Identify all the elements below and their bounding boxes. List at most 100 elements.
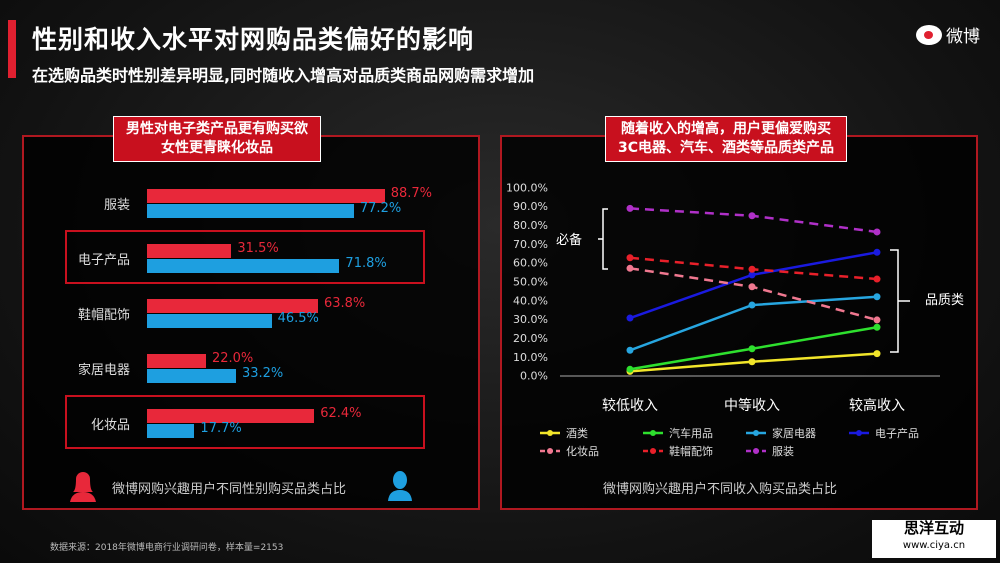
page-title: 性别和收入水平对网购品类偏好的影响 [32,25,475,54]
x-tick-label: 中等收入 [724,397,780,414]
bar-male [147,424,195,438]
y-tick-label: 0.0% [520,370,548,383]
data-point [873,293,881,301]
bar-value-label: 71.8% [345,256,387,271]
data-point [873,228,881,236]
logo-text: 微博 [946,27,980,47]
weibo-logo: 微博 [916,22,980,47]
gender-tag-line1: 男性对电子类产品更有购买欲 [126,121,308,137]
bar-female [147,299,318,313]
bar-male [147,314,272,328]
data-point [873,275,881,283]
bar-value-label: 22.0% [211,351,254,366]
gender-tag: 男性对电子类产品更有购买欲 女性更青睐化妆品 [113,116,321,162]
data-point [873,323,881,331]
data-point [748,283,756,291]
data-point [748,271,756,279]
bar-value-label: 63.8% [323,296,366,311]
series-line-服装 [629,207,878,234]
legend-marker [753,430,759,436]
data-point [873,316,881,324]
legend-marker [753,448,759,454]
data-point [748,358,756,366]
x-tick-label: 较低收入 [602,398,658,414]
essential-bracket [598,208,608,270]
gender-chart-caption: 微博网购兴趣用户不同性别购买品类占比 [112,482,347,497]
income-line-chart: 0.0% 10.0% 20.0% 30.0% 40.0% 50.0% 60.0% 70.0% 8… [506,181,964,458]
y-tick-label: 100.0% [506,181,548,194]
watermark-url: www.ciya.cn [902,540,966,551]
quality-label: 品质类 [925,293,964,308]
quality-bracket [890,249,910,353]
data-point [626,204,634,212]
category-label: 电子产品 [77,253,130,268]
category-label: 服装 [103,198,130,213]
highlight-box [65,230,425,284]
bar-male [147,369,236,383]
bar-value-label: 33.2% [241,366,284,381]
data-point [748,345,756,353]
legend-label: 服装 [772,445,794,458]
data-point [748,301,756,309]
y-tick-label: 70.0% [513,238,548,251]
y-tick-label: 80.0% [513,219,548,232]
bar-value-label: 31.5% [237,241,279,256]
income-tag-line2: 3C电器、汽车、酒类等品质类产品 [618,140,835,156]
y-tick-label: 10.0% [513,351,548,364]
male-user-icon [388,471,412,501]
legend-marker [650,430,656,436]
legend-marker [650,448,656,454]
weibo-eye-icon [916,24,942,45]
legend-marker [547,448,553,454]
bar-value-label: 17.7% [200,421,242,436]
y-tick-label: 50.0% [513,276,548,289]
data-point [873,350,881,358]
bar-value-label: 77.2% [359,201,402,216]
title-accent-bar [8,20,16,78]
bar-female [147,409,315,423]
bar-value-label: 62.4% [320,406,362,421]
data-point [626,264,634,272]
bar-male [147,259,340,273]
gender-tag-line2: 女性更青睐化妆品 [161,140,273,156]
income-tag-line1: 随着收入的增高，用户更偏爱购买 [621,121,831,137]
data-point [748,265,756,273]
essential-label: 必备 [556,232,582,248]
bar-female [147,354,206,368]
data-point [626,346,634,354]
income-tag: 随着收入的增高，用户更偏爱购买 3C电器、汽车、酒类等品质类产品 [605,116,848,162]
female-user-icon [70,472,96,502]
data-point [873,248,881,256]
legend-label: 酒类 [566,426,588,440]
legend-label: 电子产品 [875,426,919,440]
data-point [626,314,634,322]
income-chart-caption: 微博网购兴趣用户不同收入购买品类占比 [603,482,838,497]
legend-label: 家居电器 [772,426,816,440]
category-label: 家居电器 [77,363,130,378]
watermark: 思洋互动 www.ciya.cn [872,520,996,558]
y-tick-label: 60.0% [513,257,548,270]
bar-female [147,244,232,258]
data-point [748,212,756,220]
legend-label: 汽车用品 [669,426,713,440]
page-subtitle: 在选购品类时性别差异明显,同时随收入增高对品质类商品网购需求增加 [32,66,535,85]
category-label: 化妆品 [90,418,130,433]
category-label: 鞋帽配饰 [77,308,130,323]
bar-value-label: 88.7% [390,186,433,201]
bar-male [147,204,354,218]
watermark-name: 思洋互动 [903,519,964,537]
bar-female [147,189,385,203]
data-point [626,254,634,262]
legend-label: 化妆品 [566,444,599,458]
data-point [626,365,634,373]
y-tick-label: 40.0% [513,294,548,307]
data-source: 数据来源：2018年微博电商行业调研问卷，样本量=2153 [50,543,284,553]
highlight-box [65,395,425,449]
y-tick-label: 30.0% [513,313,548,326]
legend-marker [856,430,862,436]
x-tick-label: 较高收入 [849,397,905,414]
bar-value-label: 46.5% [277,311,319,326]
legend-label: 鞋帽配饰 [669,444,713,458]
legend-marker [547,430,553,436]
y-tick-label: 90.0% [513,200,548,213]
